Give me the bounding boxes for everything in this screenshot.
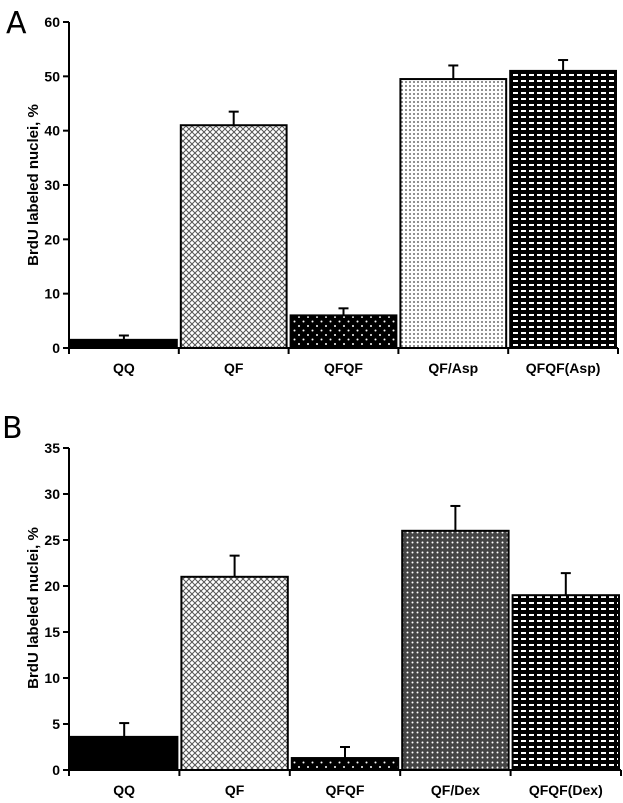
bar-qfqf [289,314,398,349]
y-tick-label: 5 [52,716,60,732]
y-tick-label: 0 [52,340,60,356]
y-tick-label: 0 [52,762,60,778]
y-tick-label: 25 [44,532,60,548]
y-tick-label: 15 [44,624,60,640]
y-tick-label: 30 [44,177,60,193]
bar-qf-dex [401,529,510,771]
y-tick-label: 60 [44,14,60,30]
x-tick-label: QF/Dex [431,782,480,798]
y-tick-label: 10 [44,286,60,302]
y-tick-label: 35 [44,440,60,456]
y-tick-label: 50 [44,68,60,84]
x-tick-label: QFQF(Asp) [526,360,601,376]
bar-qf-asp [399,78,508,350]
bar-qf [179,124,288,349]
bar-qfqf [290,757,400,771]
x-tick-label: QF [225,782,245,798]
x-tick-label: QFQF [326,782,365,798]
panel-letter: A [6,6,27,41]
bar-qfqf-asp- [509,69,618,350]
y-tick-label: 40 [44,123,60,139]
y-tick-label: 20 [44,578,60,594]
x-tick-label: QF/Asp [428,360,478,376]
y-tick-label: 20 [44,231,60,247]
x-tick-label: QFQF(Dex) [529,782,603,798]
bar-qq [70,338,178,350]
x-tick-label: QFQF [324,360,363,376]
y-tick-label: 10 [44,670,60,686]
panel-letter: B [2,411,23,446]
y-tick-label: 30 [44,486,60,502]
bar-qf [180,575,289,771]
bar-qq [70,735,179,772]
panel-b: B BrdU labeled nuclei, % 0 5 10 15 20 25 30 35 Q… [2,411,622,798]
y-axis-label: BrdU labeled nuclei, % [25,104,42,266]
x-tick-label: QQ [113,782,135,798]
panel-a: A BrdU labeled nuclei, % 0 10 20 30 40 50 60 QQ… [6,6,619,376]
bar-qfqf-dex- [511,594,620,772]
y-axis-label: BrdU labeled nuclei, % [25,527,42,689]
x-tick-label: QQ [113,360,135,376]
x-tick-label: QF [224,360,244,376]
